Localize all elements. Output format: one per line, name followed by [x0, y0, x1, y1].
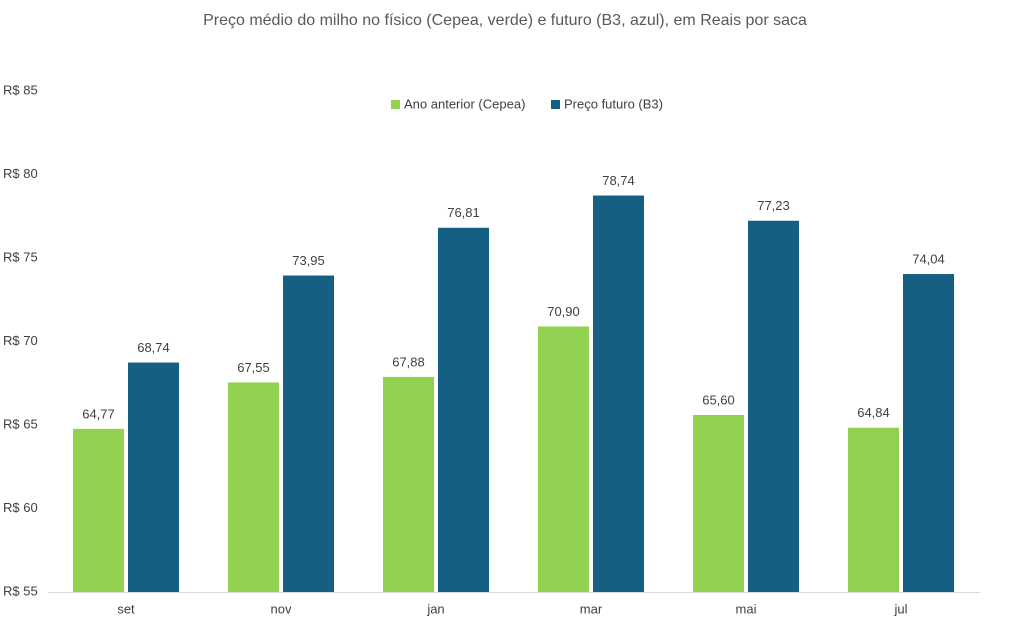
y-tick-label: R$ 55	[3, 583, 38, 598]
x-tick-label: mar	[580, 601, 603, 616]
value-label: 67,88	[392, 354, 425, 369]
value-label: 73,95	[292, 253, 325, 268]
value-label: 67,55	[237, 360, 270, 375]
value-label: 74,04	[912, 251, 945, 266]
value-label: 64,84	[857, 405, 890, 420]
value-label: 78,74	[602, 173, 635, 188]
x-tick-label: mai	[736, 601, 757, 616]
chart-title: Preço médio do milho no físico (Cepea, v…	[203, 12, 807, 29]
bar	[593, 195, 644, 593]
value-label: 76,81	[447, 205, 480, 220]
x-tick-label: jul	[893, 601, 907, 616]
y-tick-label: R$ 85	[3, 82, 38, 97]
x-tick-label: jan	[426, 601, 444, 616]
y-tick-label: R$ 60	[3, 500, 38, 515]
bar	[848, 427, 899, 592]
y-tick-label: R$ 80	[3, 166, 38, 181]
value-label: 70,90	[547, 304, 580, 319]
y-tick-label: R$ 75	[3, 249, 38, 264]
bar	[538, 326, 589, 592]
x-tick-label: set	[117, 601, 135, 616]
legend-label: Ano anterior (Cepea)	[404, 96, 525, 111]
bar	[73, 428, 124, 592]
legend-label: Preço futuro (B3)	[564, 96, 663, 111]
bar	[693, 414, 744, 592]
y-tick-label: R$ 65	[3, 416, 38, 431]
legend-swatch	[551, 100, 560, 109]
bar	[228, 382, 279, 592]
bar	[283, 275, 334, 592]
value-label: 68,74	[137, 340, 170, 355]
bar	[903, 274, 954, 592]
bar	[438, 227, 489, 592]
x-tick-label: nov	[271, 601, 292, 616]
y-tick-label: R$ 70	[3, 333, 38, 348]
value-label: 77,23	[757, 198, 790, 213]
value-label: 65,60	[702, 392, 735, 407]
value-label: 64,77	[82, 406, 115, 421]
bar	[383, 376, 434, 592]
legend-swatch	[391, 100, 400, 109]
bar	[128, 362, 179, 592]
bar	[748, 220, 799, 592]
